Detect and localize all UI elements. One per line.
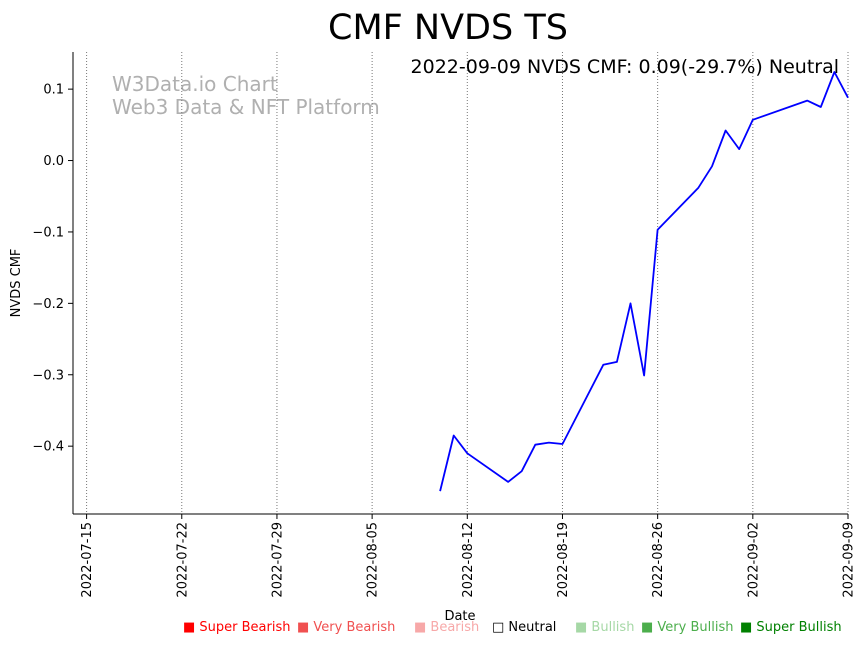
legend-label: Very Bearish — [313, 620, 396, 635]
legend-marker: ■ — [575, 620, 592, 635]
legend-marker: ■ — [414, 620, 431, 635]
series-lines — [439, 71, 849, 492]
legend-label: Super Bearish — [199, 620, 291, 635]
legend-label: Bullish — [591, 620, 635, 635]
legend-item: ■ Bullish — [575, 620, 634, 635]
x-tick-label: 2022-08-12 — [461, 522, 476, 598]
legend-marker: ■ — [641, 620, 658, 635]
legend-label: Bearish — [430, 620, 480, 635]
axes — [72, 52, 848, 515]
legend-item: ■ Bearish — [414, 620, 479, 635]
y-tick-label: 0.1 — [43, 83, 64, 98]
x-axis-ticks: 2022-07-15 2022-07-22 2022-07-29 2022-08-05… — [80, 514, 857, 598]
grid — [86, 52, 849, 514]
y-tick-label: 0.0 — [43, 154, 64, 169]
legend-item: □ Neutral — [492, 620, 556, 635]
legend-label: Very Bullish — [657, 620, 734, 635]
x-tick-label: 2022-09-09 — [842, 522, 857, 598]
watermark-line-1: W3Data.io Chart — [112, 72, 278, 96]
y-tick-label: −0.2 — [32, 297, 64, 312]
x-tick-label: 2022-09-02 — [746, 522, 761, 598]
x-tick-label: 2022-07-15 — [80, 522, 95, 598]
x-tick-label: 2022-08-26 — [651, 522, 666, 598]
legend-label: Super Bullish — [756, 620, 842, 635]
legend-label: Neutral — [508, 620, 557, 635]
x-axis-label: Date — [444, 609, 475, 624]
chart-annotation: 2022-09-09 NVDS CMF: 0.09(-29.7%) Neutra… — [411, 56, 839, 78]
legend-marker: ■ — [740, 620, 757, 635]
series-line — [439, 71, 849, 492]
x-tick-label: 2022-07-29 — [270, 522, 285, 598]
y-axis-ticks: 0.1 0.0 −0.1 −0.2 −0.3 −0.4 — [32, 83, 73, 455]
watermark-line-2: Web3 Data & NFT Platform — [112, 95, 380, 119]
y-tick-label: −0.1 — [32, 225, 64, 240]
watermark: W3Data.io Chart Web3 Data & NFT Platform — [112, 72, 380, 119]
legend-item: ■ Super Bullish — [740, 620, 842, 635]
x-tick-label: 2022-08-19 — [556, 522, 571, 598]
legend-marker: □ — [492, 620, 509, 635]
legend-marker: ■ — [297, 620, 314, 635]
legend-item: ■ Very Bearish — [297, 620, 395, 635]
y-axis-label: NVDS CMF — [9, 249, 24, 318]
x-tick-label: 2022-07-22 — [175, 522, 190, 598]
legend-item: ■ Very Bullish — [641, 620, 733, 635]
y-tick-label: −0.4 — [32, 440, 64, 455]
x-tick-label: 2022-08-05 — [366, 522, 381, 598]
legend-marker: ■ — [183, 620, 200, 635]
legend: ■ Super Bearish ■ Very Bearish ■ Bearish □ … — [0, 620, 864, 640]
chart-title: CMF NVDS TS — [328, 8, 568, 48]
y-tick-label: −0.3 — [32, 368, 64, 383]
legend-item: ■ Super Bearish — [183, 620, 291, 635]
